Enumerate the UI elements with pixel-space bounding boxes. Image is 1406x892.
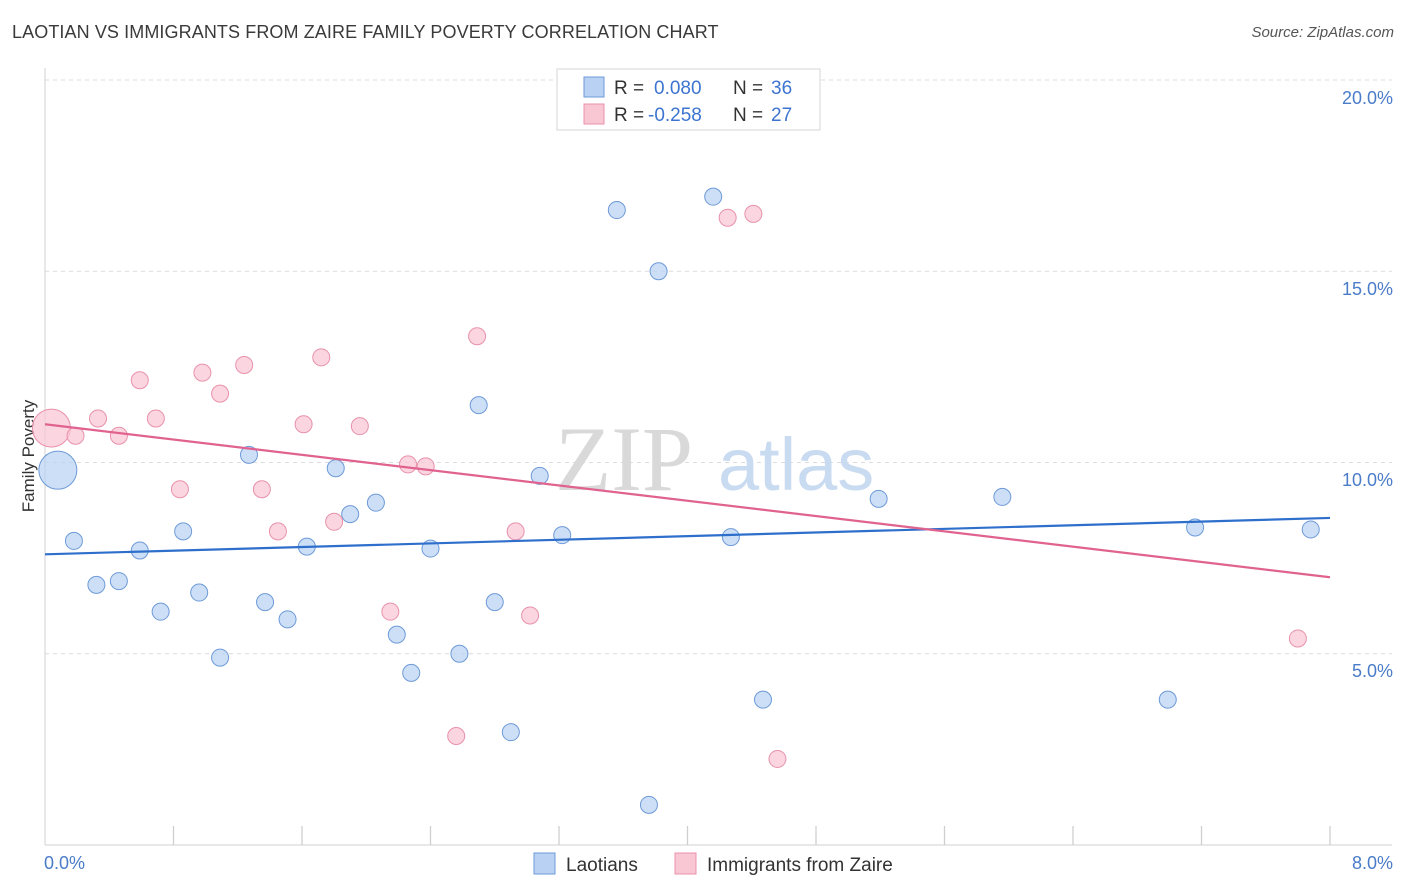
legend-r-label-laotians: R = [614,78,644,99]
laotians-point [256,593,275,612]
laotians-point [649,262,668,281]
legend-r-label-zaire: R = [614,105,644,126]
legend-n-value-laotians: 36 [771,78,792,99]
zaire-point [399,455,418,474]
y-tick-label-10: 10.0% [1342,470,1393,490]
trend-line-laotians [44,516,1331,556]
laotians-point [1158,690,1177,709]
correlation-legend: R = 0.080 N = 36 R = -0.258 N = 27 [556,68,821,131]
laotians-point [639,795,658,814]
laotians-point [721,528,740,547]
zaire-point [193,363,212,382]
legend-r-value-laotians: 0.080 [654,78,702,99]
zaire-point [109,426,128,445]
laotians-point [607,201,626,220]
y-axis-label: Family Poverty [19,399,38,512]
zaire-point [350,417,369,436]
laotians-point [174,522,193,541]
laotians-point [64,531,83,550]
laotians-point [387,625,406,644]
gridlines [45,79,1392,655]
laotians-point [1186,518,1205,537]
zaire-point [268,522,287,541]
laotians-point [326,459,345,478]
watermark-atlas: atlas [718,423,874,506]
zaire-point [170,480,189,499]
zaire-point [1288,629,1307,648]
laotians-point [190,583,209,602]
legend-n-value-zaire: 27 [771,105,792,126]
laotians-point [278,610,297,629]
laotians-point [366,493,385,512]
zaire-point [89,409,108,428]
y-tick-labels: 5.0% 10.0% 15.0% 20.0% [1342,88,1393,681]
zaire-point [211,384,230,403]
source-label: Source: ZipAtlas.com [1251,24,1394,41]
bottom-legend-label-zaire: Immigrants from Zaire [707,855,893,876]
laotians-point [87,575,106,594]
laotians-point [450,644,469,663]
y-tick-label-20: 20.0% [1342,88,1393,108]
laotians-point [109,572,128,591]
laotians-point [501,723,520,742]
bottom-legend-swatch-zaire [674,852,697,875]
zaire-point [468,327,487,346]
laotians-point [530,466,549,485]
zaire-point [447,726,466,745]
laotians-point [38,450,78,490]
zaire-point [416,457,435,476]
bottom-legend-label-laotians: Laotians [566,855,638,876]
zaire-point [506,522,525,541]
laotians-point [485,593,504,612]
chart-title: LAOTIAN VS IMMIGRANTS FROM ZAIRE FAMILY … [12,22,719,42]
laotians-point [341,505,360,524]
zaire-point [294,415,313,434]
laotians-point [704,187,723,206]
zaire-point [130,371,149,390]
legend-swatch-immigrants-from-zaire [583,103,605,125]
laotians-point [151,602,170,621]
laotians-point [993,487,1012,506]
laotians-point [1301,520,1320,539]
laotians-point [553,526,572,545]
zaire-point [312,348,331,367]
laotians-point [469,396,488,415]
series-legend: Laotians Immigrants from Zaire [533,852,893,876]
legend-n-label-zaire: N = [733,105,763,126]
series-immigrants-from-zaire [31,204,1307,768]
laotians-point [211,648,230,667]
laotians-point [239,445,258,464]
zaire-point [718,208,737,227]
zaire-point [521,606,540,625]
zaire-point [252,480,271,499]
legend-r-value-zaire: -0.258 [648,105,702,126]
trend-line-immigrants-from-zaire [44,423,1331,579]
laotians-point [869,489,888,508]
zaire-point [66,426,85,445]
x-tick-label-min: 0.0% [44,853,85,873]
zaire-point [744,204,763,223]
bottom-legend-swatch-laotians [533,852,556,875]
laotians-point [402,663,421,682]
zaire-point [31,408,71,448]
legend-n-label-laotians: N = [733,78,763,99]
x-ticks [172,826,1331,845]
laotians-point [753,690,772,709]
zaire-point [381,602,400,621]
zaire-point [146,409,165,428]
zaire-point [325,512,344,531]
legend-swatch-laotians [583,76,605,98]
x-tick-label-max: 8.0% [1352,853,1393,873]
series-laotians [38,187,1320,814]
y-tick-label-15: 15.0% [1342,279,1393,299]
watermark-zip: ZIP [555,408,693,510]
y-tick-label-5: 5.0% [1352,661,1393,681]
zaire-point [768,749,787,768]
zaire-point [235,355,254,374]
